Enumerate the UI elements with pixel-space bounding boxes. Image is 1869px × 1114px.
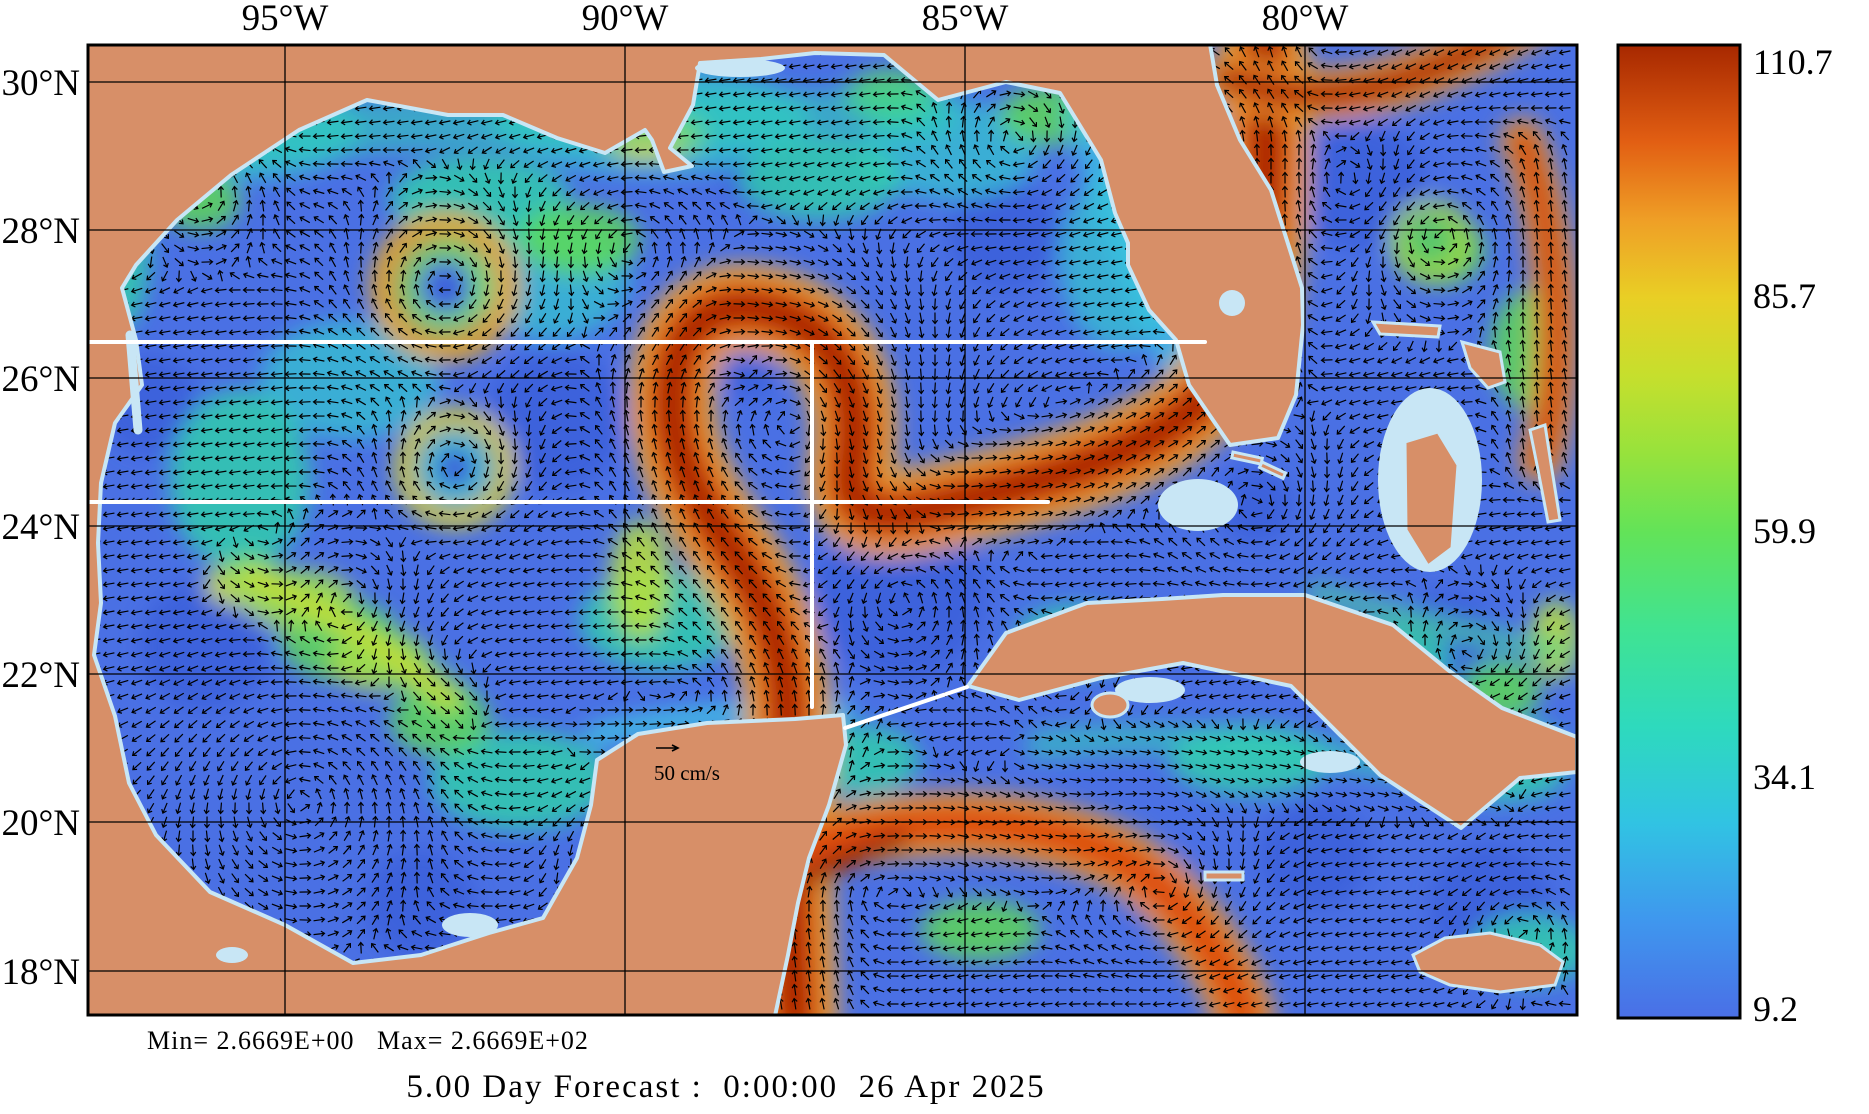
lat-label: 22°N: [1, 655, 80, 696]
lat-axis: 30°N 28°N 26°N 24°N 22°N 20°N 18°N: [1, 63, 80, 993]
lat-label: 28°N: [1, 211, 80, 252]
colorbar-tick: 34.1: [1753, 757, 1816, 797]
lake-okeechobee: [1219, 290, 1245, 316]
minmax-stats: Min= 2.6669E+00 Max= 2.6669E+02: [147, 1026, 589, 1055]
gulf-of-batabano: [1115, 677, 1185, 703]
colorbar-gradient: [1618, 45, 1740, 1018]
colorbar: 110.7 85.7 59.9 34.1 9.2: [1618, 42, 1833, 1029]
land-grand-cayman: [1205, 872, 1243, 880]
lon-label: 85°W: [922, 0, 1009, 39]
lon-label: 80°W: [1262, 0, 1349, 39]
mississippi-sound: [695, 59, 785, 77]
land-grand-bahama: [1373, 322, 1440, 337]
lat-label: 24°N: [1, 507, 80, 548]
scale-label: 50 cm/s: [654, 761, 720, 785]
lon-axis: 95°W 90°W 85°W 80°W: [242, 0, 1349, 39]
lat-label: 26°N: [1, 359, 80, 400]
lon-label: 95°W: [242, 0, 329, 39]
colorbar-tick: 110.7: [1753, 42, 1833, 82]
lat-label: 18°N: [1, 952, 80, 993]
figure-title: 5.00 Day Forecast : 0:00:00 26 Apr 2025: [406, 1069, 1045, 1105]
campeche-cays: [216, 947, 248, 963]
colorbar-tick: 9.2: [1753, 989, 1798, 1029]
colorbar-tick: 85.7: [1753, 276, 1816, 316]
laguna-terminos: [442, 913, 498, 937]
lon-label: 90°W: [582, 0, 669, 39]
lat-label: 20°N: [1, 803, 80, 844]
map-canvas: 50 cm/s: [86, 18, 1590, 1016]
colorbar-tick: 59.9: [1753, 511, 1816, 551]
lat-label: 30°N: [1, 63, 80, 104]
cuba-south-shoals: [1300, 751, 1360, 773]
cay-sal-bank: [1158, 479, 1238, 531]
